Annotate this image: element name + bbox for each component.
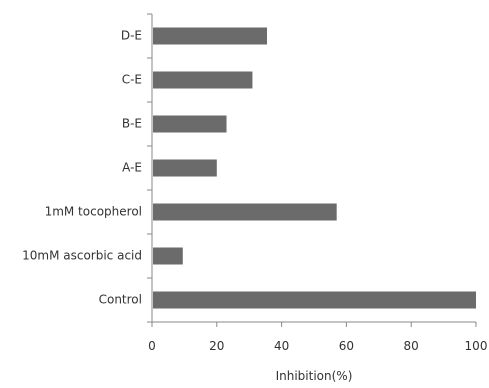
bar <box>153 27 268 45</box>
x-tick-label: 80 <box>404 339 419 353</box>
x-tick-label: 20 <box>209 339 224 353</box>
category-label: C-E <box>122 73 142 87</box>
category-label: Control <box>99 293 142 307</box>
bar <box>153 159 217 177</box>
x-axis-label: Inhibition(%) <box>276 369 353 383</box>
bar <box>153 291 476 309</box>
category-label: D-E <box>121 29 142 43</box>
category-label: 10mM ascorbic acid <box>22 249 142 263</box>
bar <box>153 115 227 133</box>
bars-group <box>153 27 476 309</box>
x-tick-label: 100 <box>465 339 488 353</box>
x-tick-label: 40 <box>274 339 289 353</box>
y-axis-ticks-group <box>147 13 152 323</box>
category-labels-group: D-E C-E B-E A-E 1mM tocopherol 10mM ascorbic … <box>22 29 142 307</box>
x-tick-label: 0 <box>148 339 156 353</box>
x-tick-label: 60 <box>339 339 354 353</box>
bar <box>153 203 337 221</box>
bar <box>153 247 183 265</box>
category-label: A-E <box>122 161 142 175</box>
category-label: 1mM tocopherol <box>45 205 142 219</box>
bar <box>153 71 253 89</box>
x-axis-ticks-group: 0 20 40 60 80 100 <box>148 322 487 353</box>
category-label: B-E <box>122 117 142 131</box>
